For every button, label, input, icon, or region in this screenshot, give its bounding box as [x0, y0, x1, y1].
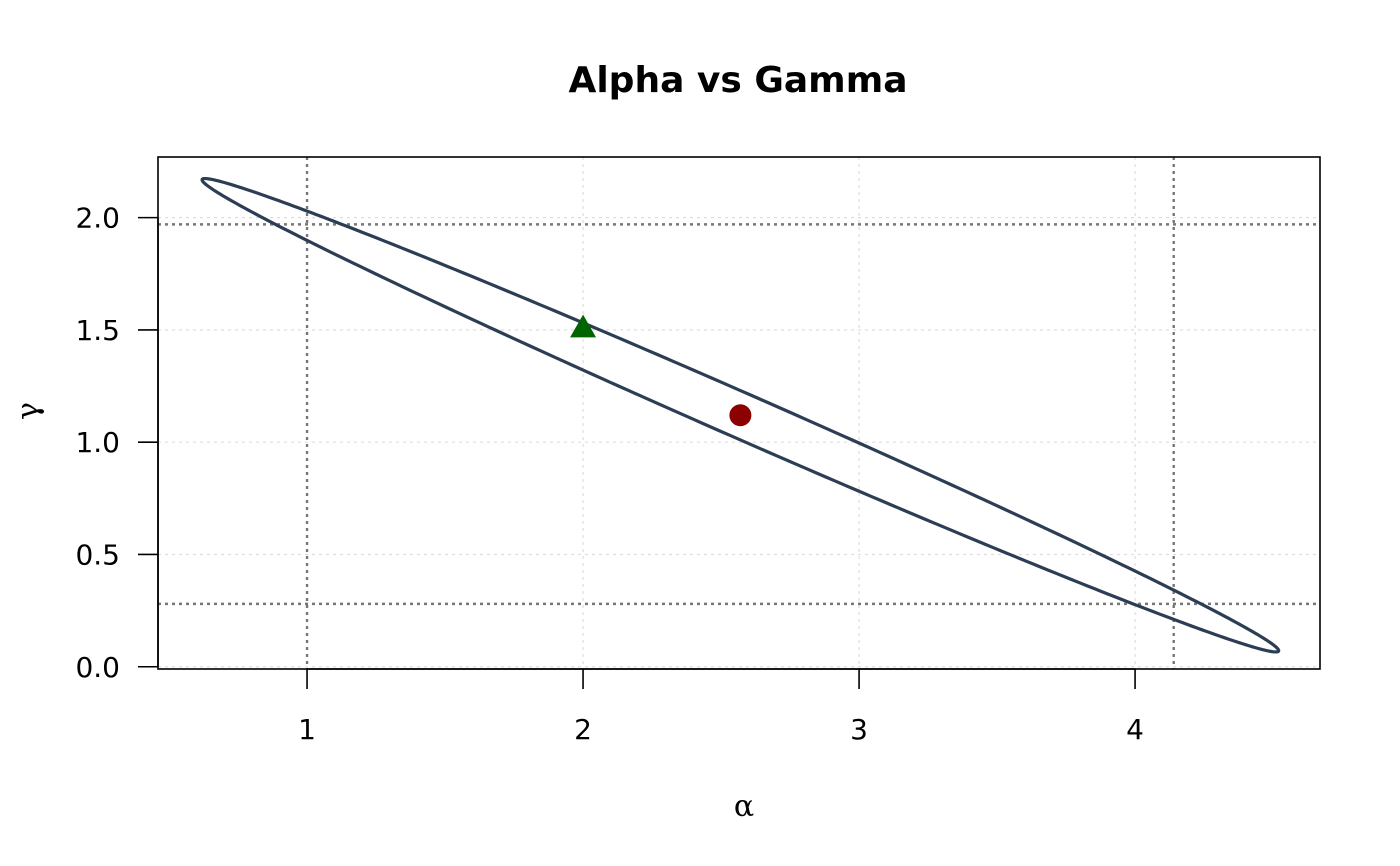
y-tick-label-4: 2.0 — [75, 202, 120, 235]
y-tick-label-2: 1.0 — [75, 426, 120, 459]
y-tick-label-0: 0.0 — [75, 651, 120, 684]
reference-lines — [158, 157, 1320, 669]
y-tick-label-3: 1.5 — [75, 314, 120, 347]
chart-title: Alpha vs Gamma — [568, 60, 907, 101]
x-tick-label-2: 3 — [850, 713, 868, 746]
points — [570, 314, 752, 427]
confidence-ellipse — [200, 176, 1281, 654]
x-tick-label-0: 1 — [298, 713, 316, 746]
y-tick-label-1: 0.5 — [75, 538, 120, 571]
point-circle-0 — [729, 404, 752, 427]
x-axis: 1 2 3 4 — [298, 668, 1144, 746]
grid — [158, 157, 1320, 669]
y-axis: 0.0 0.5 1.0 1.5 2.0 — [75, 202, 159, 684]
y-axis-label: γ — [11, 402, 46, 420]
point-triangle-1 — [570, 314, 597, 338]
x-tick-label-1: 2 — [574, 713, 592, 746]
x-axis-label: α — [734, 789, 754, 824]
x-tick-label-3: 4 — [1126, 713, 1144, 746]
